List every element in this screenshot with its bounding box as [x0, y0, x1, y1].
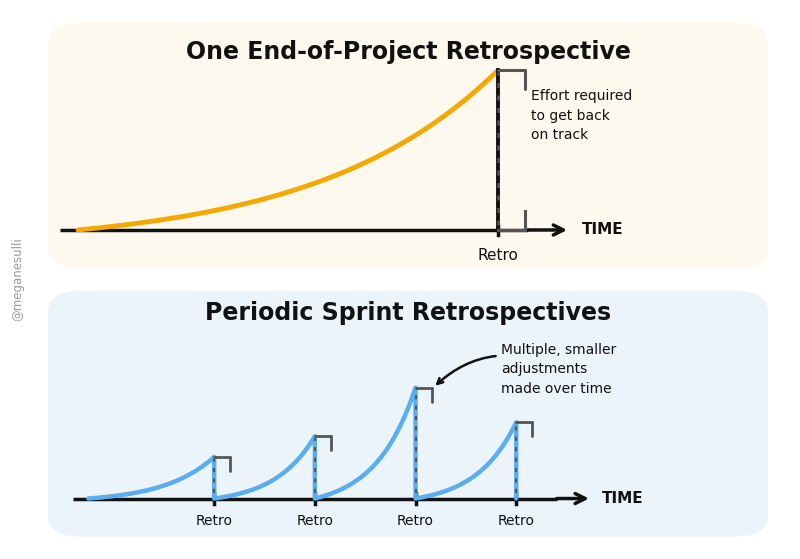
Text: Periodic Sprint Retrospectives: Periodic Sprint Retrospectives: [205, 301, 611, 325]
Text: Retro: Retro: [498, 514, 534, 528]
Text: Retro: Retro: [196, 514, 233, 528]
Text: TIME: TIME: [582, 222, 624, 238]
Text: One End-of-Project Retrospective: One End-of-Project Retrospective: [186, 40, 630, 64]
Text: Retro: Retro: [478, 248, 518, 263]
Text: Effort required
to get back
on track: Effort required to get back on track: [531, 89, 632, 143]
Text: Multiple, smaller
adjustments
made over time: Multiple, smaller adjustments made over …: [438, 343, 616, 396]
Text: Retro: Retro: [397, 514, 434, 528]
Text: Retro: Retro: [296, 514, 334, 528]
Text: TIME: TIME: [602, 491, 643, 506]
Text: @meganesulli: @meganesulli: [11, 238, 24, 321]
